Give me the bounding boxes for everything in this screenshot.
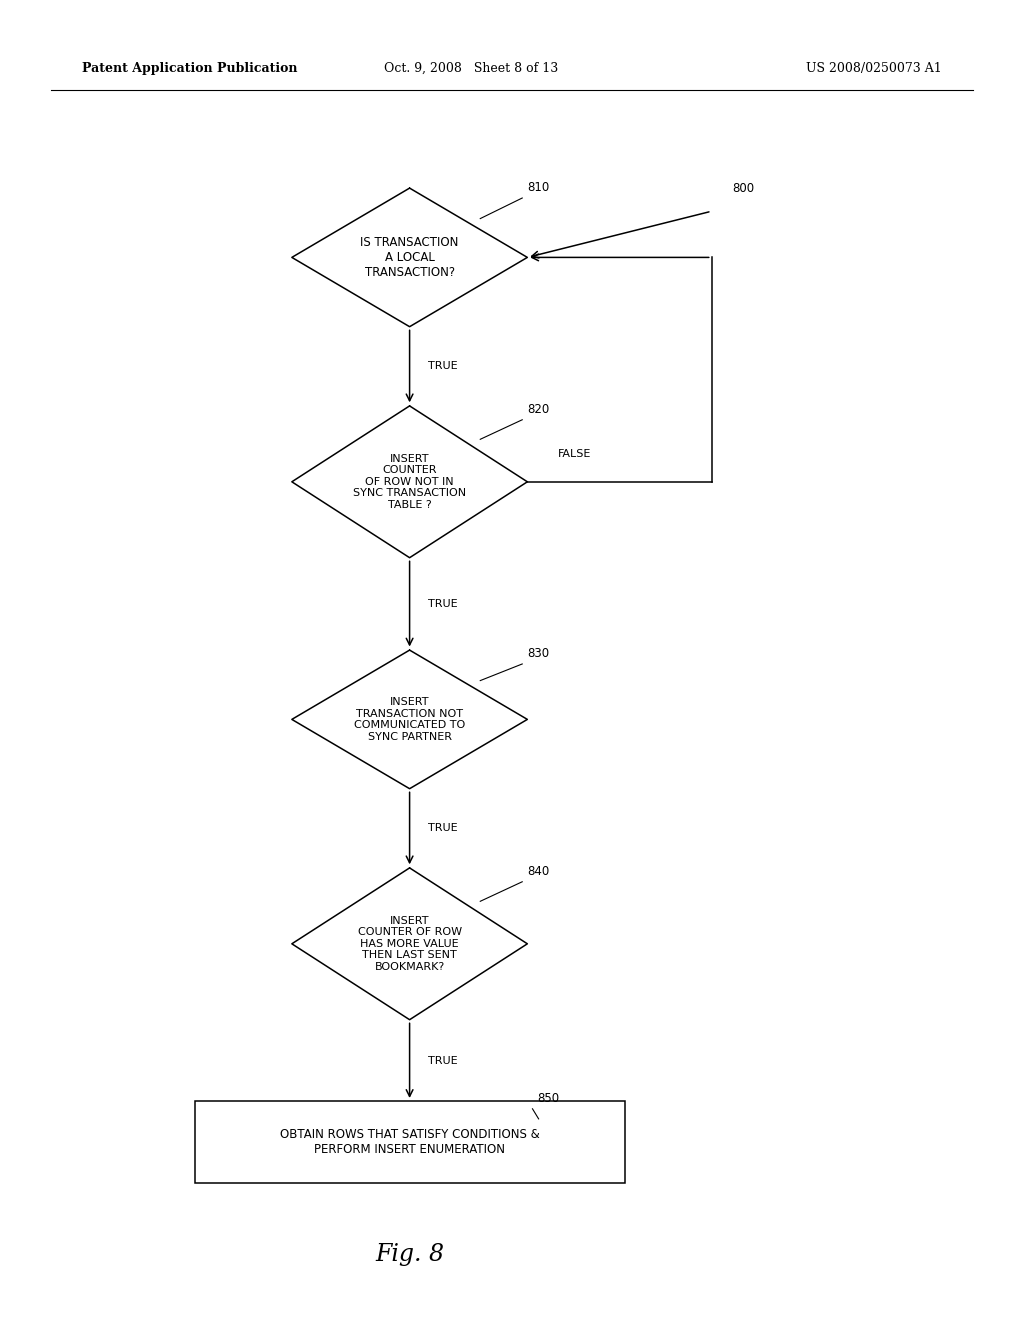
Text: TRUE: TRUE <box>428 824 458 833</box>
Text: Fig. 8: Fig. 8 <box>375 1242 444 1266</box>
Text: 800: 800 <box>732 182 755 195</box>
Text: OBTAIN ROWS THAT SATISFY CONDITIONS &
PERFORM INSERT ENUMERATION: OBTAIN ROWS THAT SATISFY CONDITIONS & PE… <box>280 1127 540 1156</box>
Text: 810: 810 <box>527 181 550 194</box>
Text: Patent Application Publication: Patent Application Publication <box>82 62 297 75</box>
Text: Oct. 9, 2008   Sheet 8 of 13: Oct. 9, 2008 Sheet 8 of 13 <box>384 62 558 75</box>
Text: TRUE: TRUE <box>428 362 458 371</box>
Text: 850: 850 <box>538 1092 560 1105</box>
Text: INSERT
COUNTER OF ROW
HAS MORE VALUE
THEN LAST SENT
BOOKMARK?: INSERT COUNTER OF ROW HAS MORE VALUE THE… <box>357 916 462 972</box>
Text: 820: 820 <box>527 403 550 416</box>
Text: FALSE: FALSE <box>558 449 592 459</box>
Text: 830: 830 <box>527 647 550 660</box>
Text: INSERT
TRANSACTION NOT
COMMUNICATED TO
SYNC PARTNER: INSERT TRANSACTION NOT COMMUNICATED TO S… <box>354 697 465 742</box>
Text: INSERT
COUNTER
OF ROW NOT IN
SYNC TRANSACTION
TABLE ?: INSERT COUNTER OF ROW NOT IN SYNC TRANSA… <box>353 454 466 510</box>
Text: TRUE: TRUE <box>428 599 458 609</box>
Text: IS TRANSACTION
A LOCAL
TRANSACTION?: IS TRANSACTION A LOCAL TRANSACTION? <box>360 236 459 279</box>
Text: TRUE: TRUE <box>428 1056 458 1065</box>
Bar <box>195 1101 625 1183</box>
Text: 840: 840 <box>527 865 550 878</box>
Text: US 2008/0250073 A1: US 2008/0250073 A1 <box>806 62 942 75</box>
